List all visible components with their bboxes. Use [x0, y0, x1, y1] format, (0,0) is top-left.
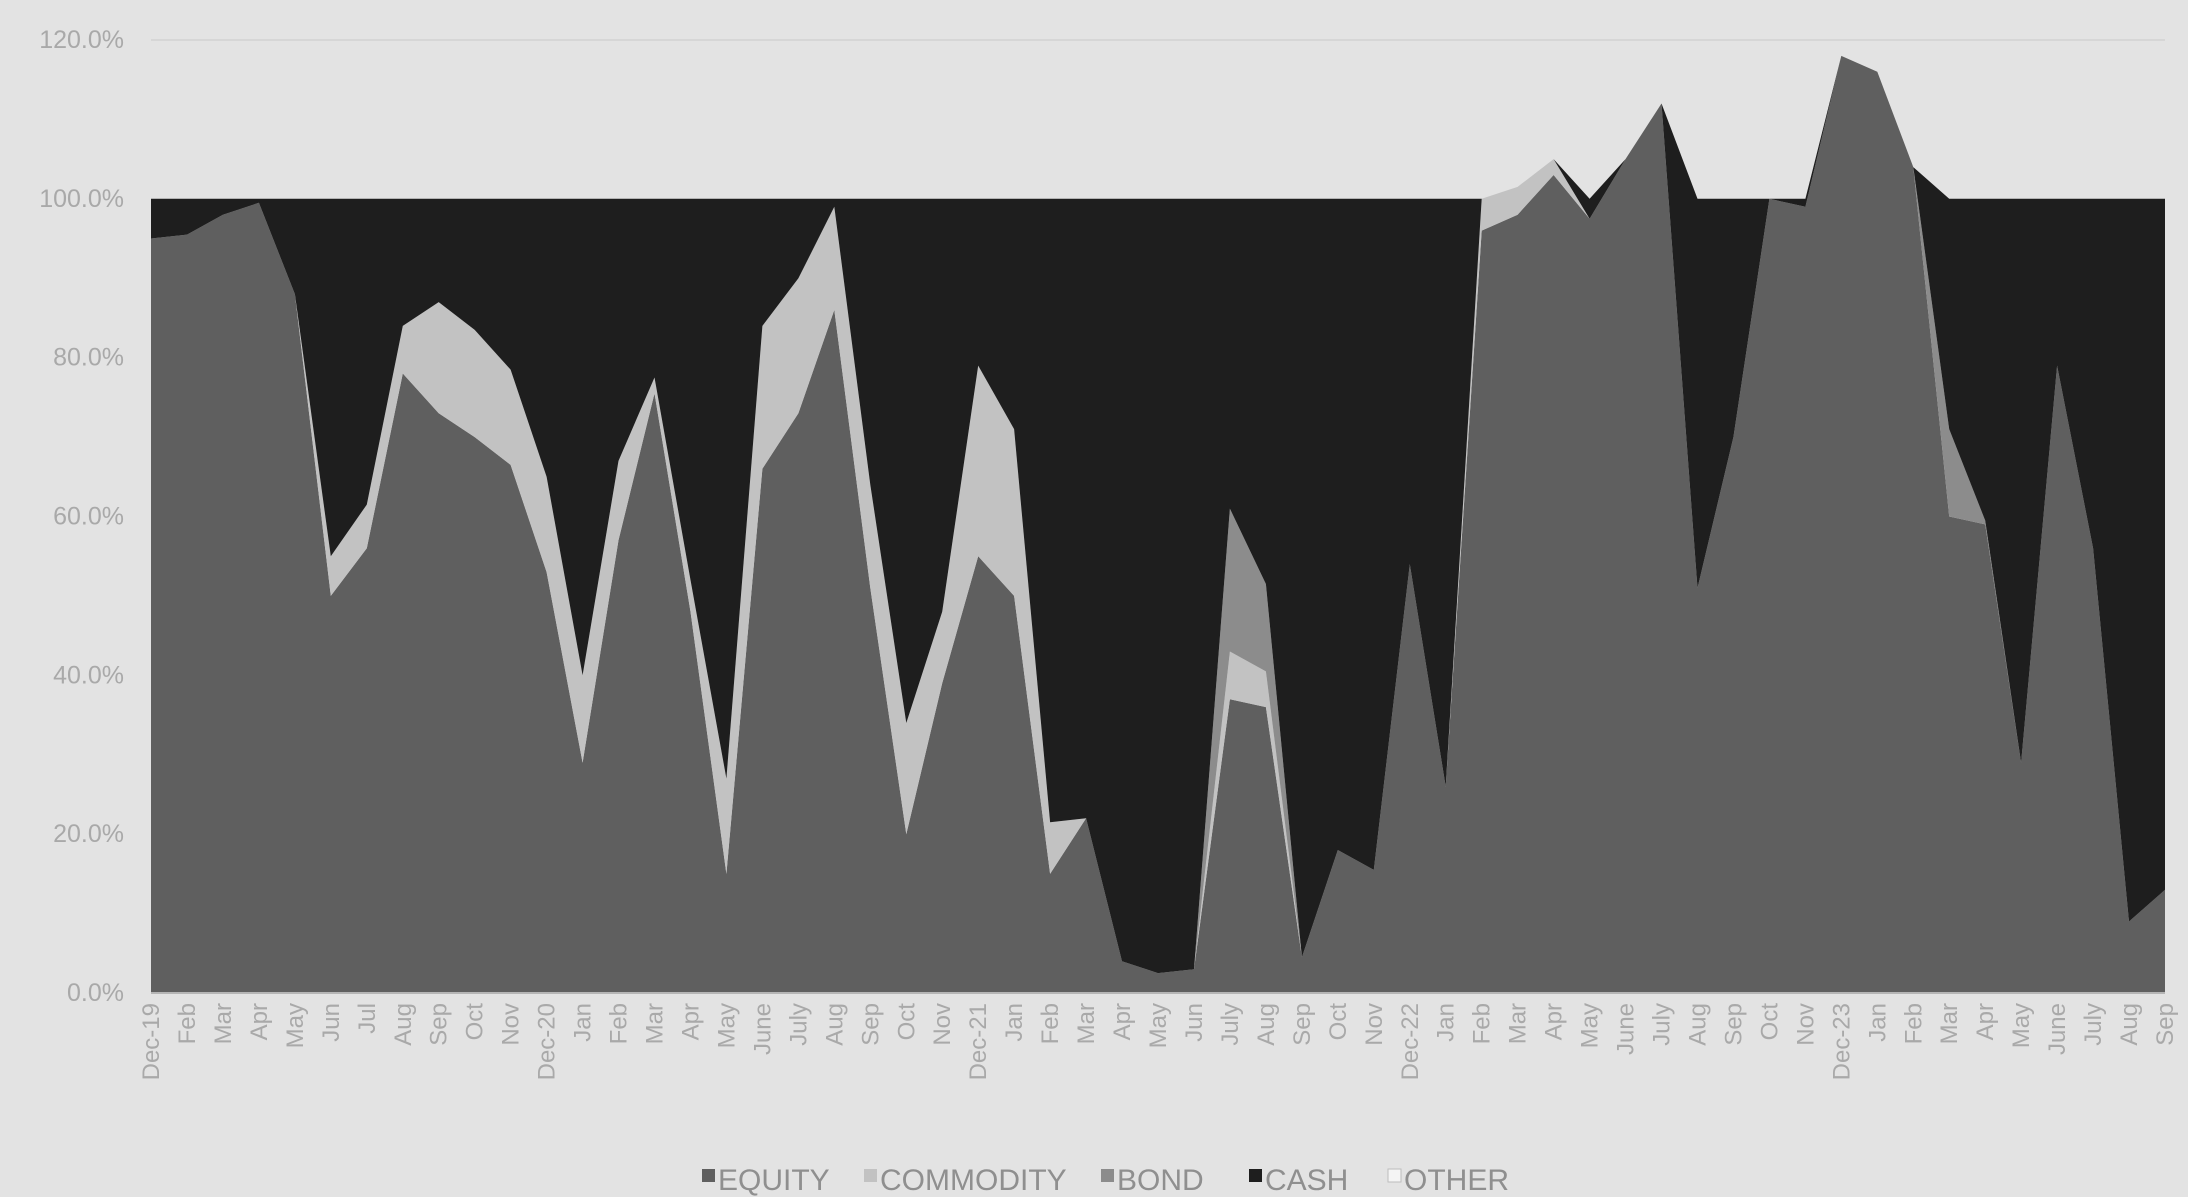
y-tick-label: 100.0% [39, 185, 124, 213]
x-tick-label: Sep [857, 1003, 884, 1046]
legend-label: OTHER [1404, 1164, 1509, 1197]
x-tick-label: Jan [1864, 1003, 1891, 1042]
legend-item-commodity: COMMODITY [864, 1164, 1067, 1197]
x-tick-label: May [1145, 1003, 1172, 1048]
x-tick-label: Apr [678, 1003, 705, 1040]
x-tick-label: Oct [1325, 1003, 1352, 1041]
x-tick-label: Nov [498, 1003, 525, 1046]
legend: EQUITY COMMODITY BOND CASH OTHER [702, 1164, 1509, 1197]
y-tick-label: 120.0% [39, 26, 124, 54]
x-tick-label: July [1649, 1003, 1676, 1046]
y-tick-label: 60.0% [53, 503, 124, 531]
x-tick-label: June [2044, 1003, 2071, 1055]
x-tick-label: Sep [1720, 1003, 1747, 1046]
x-tick-label: May [1577, 1003, 1604, 1048]
x-tick-label: Feb [1469, 1003, 1496, 1044]
series-area-cash [151, 55, 2165, 974]
series-area-equity [151, 55, 2165, 993]
y-tick-label: 0.0% [67, 979, 124, 1007]
x-tick-label: Aug [1253, 1003, 1280, 1046]
x-tick-label: Apr [1541, 1003, 1568, 1040]
x-tick-label: Oct [893, 1003, 920, 1041]
y-tick-label: 20.0% [53, 820, 124, 848]
legend-item-other: OTHER [1387, 1164, 1509, 1197]
x-tick-label: Sep [1289, 1003, 1316, 1046]
x-tick-label: May [282, 1003, 309, 1048]
x-tick-label: Mar [1505, 1003, 1532, 1044]
legend-label: COMMODITY [880, 1164, 1067, 1197]
x-axis: Dec-19 Feb Mar Apr May Jun Jul Aug Sep Oct Nov Dec-… [138, 1003, 2179, 1081]
x-tick-label: Jun [1181, 1003, 1208, 1042]
x-tick-label: June [749, 1003, 776, 1055]
x-tick-label: Feb [606, 1003, 633, 1044]
x-tick-label: Feb [174, 1003, 201, 1044]
x-tick-label: Dec-22 [1397, 1003, 1424, 1080]
legend-item-cash: CASH [1249, 1164, 1348, 1197]
plot-area [151, 55, 2165, 993]
x-tick-label: Apr [1109, 1003, 1136, 1040]
legend-swatch [1101, 1169, 1114, 1182]
x-tick-label: Dec-23 [1828, 1003, 1855, 1080]
legend-label: CASH [1265, 1164, 1348, 1197]
legend-item-equity: EQUITY [702, 1164, 830, 1197]
x-tick-label: Jan [570, 1003, 597, 1042]
x-tick-label: Aug [2116, 1003, 2143, 1046]
x-tick-label: July [1217, 1003, 1244, 1046]
x-tick-label: Sep [2152, 1003, 2179, 1046]
y-tick-label: 40.0% [53, 661, 124, 689]
x-tick-label: Nov [929, 1003, 956, 1046]
x-tick-label: Apr [246, 1003, 273, 1040]
x-tick-label: Mar [642, 1003, 669, 1044]
legend-label: BOND [1117, 1164, 1204, 1197]
x-tick-label: Oct [462, 1003, 489, 1041]
x-tick-label: July [2080, 1003, 2107, 1046]
x-tick-label: May [2008, 1003, 2035, 1048]
x-tick-label: Dec-20 [534, 1003, 561, 1080]
x-tick-label: Mar [1936, 1003, 1963, 1044]
x-tick-label: Feb [1900, 1003, 1927, 1044]
x-tick-label: Mar [210, 1003, 237, 1044]
x-tick-label: Mar [1073, 1003, 1100, 1044]
x-tick-label: Apr [1972, 1003, 1999, 1040]
x-tick-label: Jun [318, 1003, 345, 1042]
x-tick-label: July [785, 1003, 812, 1046]
x-tick-label: Aug [1685, 1003, 1712, 1046]
x-tick-label: Aug [390, 1003, 417, 1046]
x-tick-label: Jul [354, 1003, 381, 1034]
y-axis: 0.0% 20.0% 40.0% 60.0% 80.0% 100.0% 120.0% [39, 26, 124, 1007]
legend-swatch [1387, 1168, 1402, 1183]
x-tick-label: Dec-19 [138, 1003, 165, 1080]
x-tick-label: June [1613, 1003, 1640, 1055]
x-tick-label: May [713, 1003, 740, 1048]
x-tick-label: Dec-21 [965, 1003, 992, 1080]
x-tick-label: Feb [1037, 1003, 1064, 1044]
x-tick-label: Oct [1756, 1003, 1783, 1041]
x-tick-label: Nov [1792, 1003, 1819, 1046]
x-tick-label: Jan [1001, 1003, 1028, 1042]
y-tick-label: 80.0% [53, 344, 124, 372]
x-tick-label: Jan [1433, 1003, 1460, 1042]
legend-swatch [864, 1169, 877, 1182]
legend-item-bond: BOND [1101, 1164, 1204, 1197]
x-tick-label: Sep [426, 1003, 453, 1046]
legend-swatch [702, 1169, 715, 1182]
x-tick-label: Nov [1361, 1003, 1388, 1046]
legend-swatch [1249, 1169, 1262, 1182]
x-tick-label: Aug [821, 1003, 848, 1046]
legend-label: EQUITY [718, 1164, 830, 1197]
